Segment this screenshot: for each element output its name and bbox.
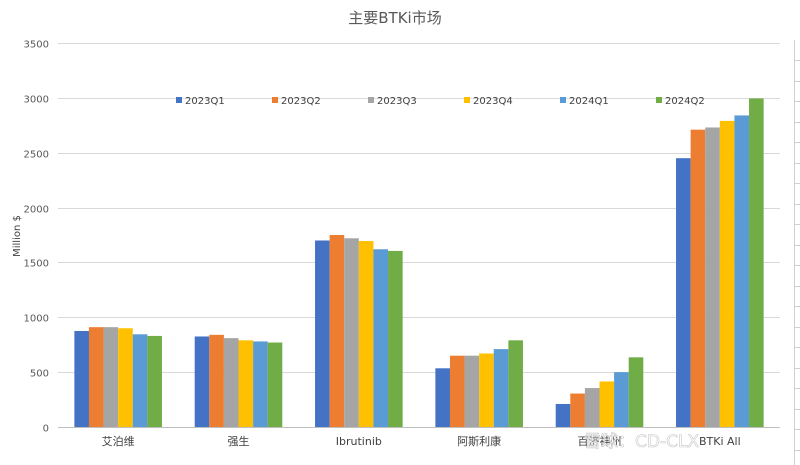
y-axis-ticks: 0 500 1000 1500 2000 2500 3000 3500 — [24, 40, 49, 435]
x-tick-label: 阿斯利康 — [457, 434, 501, 448]
legend-label: 2023Q4 — [473, 96, 513, 107]
legend-swatch — [464, 97, 470, 103]
y-axis-title: Million $ — [12, 215, 23, 257]
legend-swatch — [656, 97, 662, 103]
y-tick-label: 3500 — [24, 40, 49, 51]
bar — [103, 327, 119, 427]
bar — [74, 331, 89, 427]
bar — [599, 381, 615, 427]
bar — [118, 328, 133, 427]
bar — [493, 349, 509, 427]
y-tick-label: 1500 — [24, 259, 49, 270]
legend-swatch — [560, 97, 566, 103]
x-tick-label: BTKi All — [699, 435, 741, 448]
legend-swatch — [272, 97, 278, 103]
bar — [508, 340, 523, 427]
bar — [555, 403, 571, 427]
bar — [676, 158, 691, 427]
x-tick-label: 艾泊维 — [102, 435, 135, 448]
bar — [223, 338, 239, 427]
bar — [449, 355, 465, 427]
bar — [267, 342, 283, 427]
bar — [570, 393, 585, 427]
bar — [690, 129, 706, 427]
y-tick-label: 0 — [43, 424, 49, 435]
x-axis-labels: 艾泊维 强生 Ibrutinib 阿斯利康 百济神州 BTKi All — [102, 434, 741, 448]
bar — [479, 353, 494, 427]
bar — [329, 235, 345, 427]
bar — [238, 340, 254, 427]
bar — [88, 327, 104, 427]
bar — [315, 240, 330, 427]
bar — [373, 249, 389, 427]
y-tick-label: 500 — [30, 369, 49, 380]
legend-swatch — [176, 97, 182, 103]
bar — [614, 372, 629, 427]
legend-swatch — [368, 97, 374, 103]
legend: 2023Q1 2023Q2 2023Q3 2023Q4 2024Q1 2024Q2 — [176, 96, 705, 107]
bar — [358, 241, 374, 427]
chart-title: 主要BTKi市场 — [348, 9, 441, 27]
bar — [194, 336, 210, 427]
y-tick-label: 2000 — [24, 205, 49, 216]
x-tick-label: 百济神州 — [578, 434, 622, 448]
bar — [628, 357, 644, 427]
legend-label: 2023Q3 — [377, 96, 417, 107]
bar — [344, 238, 359, 427]
bars — [74, 98, 764, 428]
bar — [388, 250, 403, 427]
bar — [253, 341, 268, 427]
bar — [435, 368, 450, 427]
legend-label: 2024Q2 — [665, 96, 705, 107]
bar — [734, 115, 750, 427]
y-tick-label: 1000 — [24, 314, 49, 325]
x-tick-label: Ibrutinib — [336, 435, 382, 448]
bar — [209, 334, 224, 427]
legend-label: 2023Q1 — [185, 96, 225, 107]
bar — [719, 120, 735, 427]
legend-label: 2024Q1 — [569, 96, 609, 107]
bar — [464, 355, 480, 427]
y-tick-label: 2500 — [24, 150, 49, 161]
bar — [132, 334, 148, 427]
bar — [147, 335, 162, 427]
bar — [749, 98, 764, 428]
watermark: 雪球：CD-CLX — [584, 432, 699, 452]
bar — [705, 127, 720, 427]
y-tick-label: 3000 — [24, 95, 49, 106]
bar — [584, 388, 600, 427]
legend-label: 2023Q2 — [281, 96, 321, 107]
right-edge-marks — [794, 40, 800, 465]
x-tick-label: 强生 — [228, 434, 250, 448]
